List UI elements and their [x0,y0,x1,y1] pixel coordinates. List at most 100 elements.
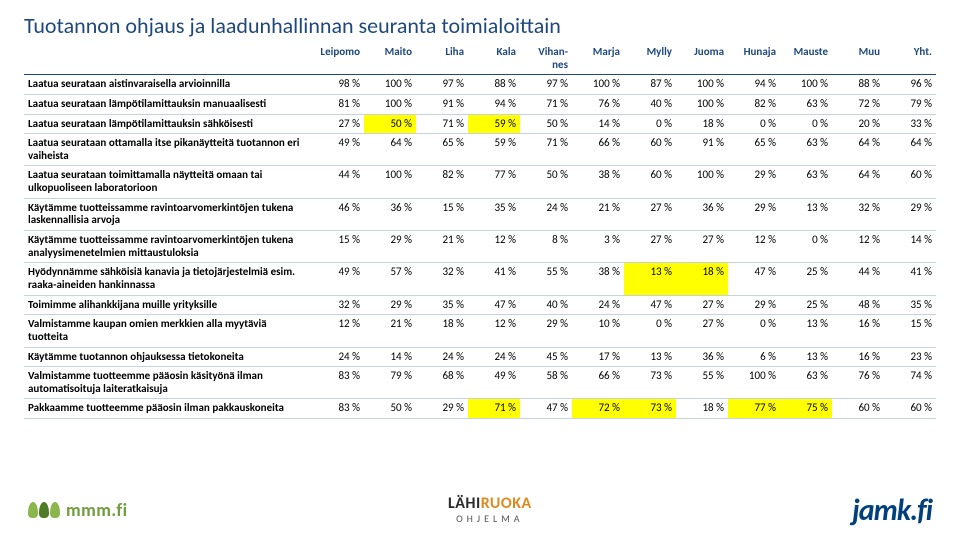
cell: 6 % [728,347,780,367]
table-body: Laatua seurataan aistinvaraisella arvioi… [24,75,936,419]
column-header: Muu [832,43,884,75]
cell: 65 % [416,134,468,166]
cell: 88 % [832,75,884,95]
cell: 14 % [364,347,416,367]
cell: 0 % [728,315,780,347]
column-header: Juoma [676,43,728,75]
cell: 63 % [780,94,832,114]
cell: 29 % [364,295,416,315]
table-row: Laatua seurataan lämpötilamittauksin säh… [24,114,936,134]
cell: 50 % [520,114,572,134]
footer: mmm.fi LÄHIRUOKA OHJELMA jamk.fi [0,486,960,534]
logo-jamk: jamk.fi [852,492,932,529]
cell: 47 % [520,399,572,419]
cell: 18 % [676,399,728,419]
table-row: Käytämme tuotteissamme ravintoarvomerkin… [24,198,936,230]
cell: 97 % [416,75,468,95]
cell: 47 % [624,295,676,315]
cell: 66 % [572,134,624,166]
logo-lahiruoka: LÄHIRUOKA OHJELMA [448,496,532,524]
cell: 41 % [884,263,936,295]
cell: 79 % [884,94,936,114]
cell: 96 % [884,75,936,95]
cell: 91 % [416,94,468,114]
cell: 18 % [416,315,468,347]
cell: 35 % [468,198,520,230]
cell: 59 % [468,114,520,134]
row-label: Laatua seurataan lämpötilamittauksin säh… [24,114,312,134]
cell: 47 % [468,295,520,315]
table-row: Laatua seurataan ottamalla itse pikanäyt… [24,134,936,166]
cell: 40 % [520,295,572,315]
cell: 3 % [572,231,624,263]
cell: 36 % [676,198,728,230]
cell: 0 % [728,114,780,134]
cell: 27 % [624,198,676,230]
cell: 57 % [364,263,416,295]
table-row: Käytämme tuotteissamme ravintoarvomerkin… [24,231,936,263]
cell: 88 % [468,75,520,95]
page-title: Tuotannon ohjaus ja laadunhallinnan seur… [24,12,936,39]
cell: 55 % [676,367,728,399]
cell: 82 % [728,94,780,114]
column-header: Maito [364,43,416,75]
table-row: Hyödynnämme sähköisiä kanavia ja tietojä… [24,263,936,295]
cell: 17 % [572,347,624,367]
cell: 13 % [624,263,676,295]
cell: 94 % [728,75,780,95]
cell: 12 % [312,315,364,347]
row-label: Laatua seurataan aistinvaraisella arvioi… [24,75,312,95]
table-row: Valmistamme tuotteemme pääosin käsityönä… [24,367,936,399]
cell: 27 % [676,295,728,315]
cell: 65 % [728,134,780,166]
column-header: Yht. [884,43,936,75]
cell: 83 % [312,399,364,419]
cell: 74 % [884,367,936,399]
cell: 63 % [780,166,832,198]
cell: 13 % [624,347,676,367]
cell: 29 % [520,315,572,347]
row-label: Käytämme tuotteissamme ravintoarvomerkin… [24,198,312,230]
row-label: Pakkaamme tuotteemme pääosin ilman pakka… [24,399,312,419]
cell: 29 % [416,399,468,419]
cell: 0 % [624,114,676,134]
cell: 20 % [832,114,884,134]
logo-mmm-text: mmm.fi [66,499,128,521]
table-row: Laatua seurataan lämpötilamittauksin man… [24,94,936,114]
column-header: Hunaja [728,43,780,75]
cell: 76 % [832,367,884,399]
cell: 27 % [676,315,728,347]
cell: 41 % [468,263,520,295]
cell: 83 % [312,367,364,399]
cell: 48 % [832,295,884,315]
cell: 38 % [572,166,624,198]
cell: 25 % [780,295,832,315]
cell: 8 % [520,231,572,263]
cell: 82 % [416,166,468,198]
slide: Tuotannon ohjaus ja laadunhallinnan seur… [0,0,960,540]
cell: 12 % [468,315,520,347]
cell: 46 % [312,198,364,230]
cell: 27 % [624,231,676,263]
cell: 23 % [884,347,936,367]
cell: 25 % [780,263,832,295]
cell: 71 % [468,399,520,419]
cell: 13 % [780,347,832,367]
cell: 15 % [416,198,468,230]
cell: 64 % [364,134,416,166]
cell: 29 % [884,198,936,230]
leaf-icon [28,502,60,518]
cell: 40 % [624,94,676,114]
header-blank [24,43,312,75]
cell: 18 % [676,263,728,295]
table-row: Laatua seurataan toimittamalla näytteitä… [24,166,936,198]
cell: 50 % [364,399,416,419]
cell: 72 % [572,399,624,419]
cell: 33 % [884,114,936,134]
logo-lahi-sub: OHJELMA [448,514,532,524]
data-table: LeipomoMaitoLihaKalaVihan-nesMarjaMyllyJ… [24,43,936,419]
cell: 100 % [364,75,416,95]
cell: 81 % [312,94,364,114]
table-row: Käytämme tuotannon ohjauksessa tietokone… [24,347,936,367]
cell: 13 % [780,315,832,347]
